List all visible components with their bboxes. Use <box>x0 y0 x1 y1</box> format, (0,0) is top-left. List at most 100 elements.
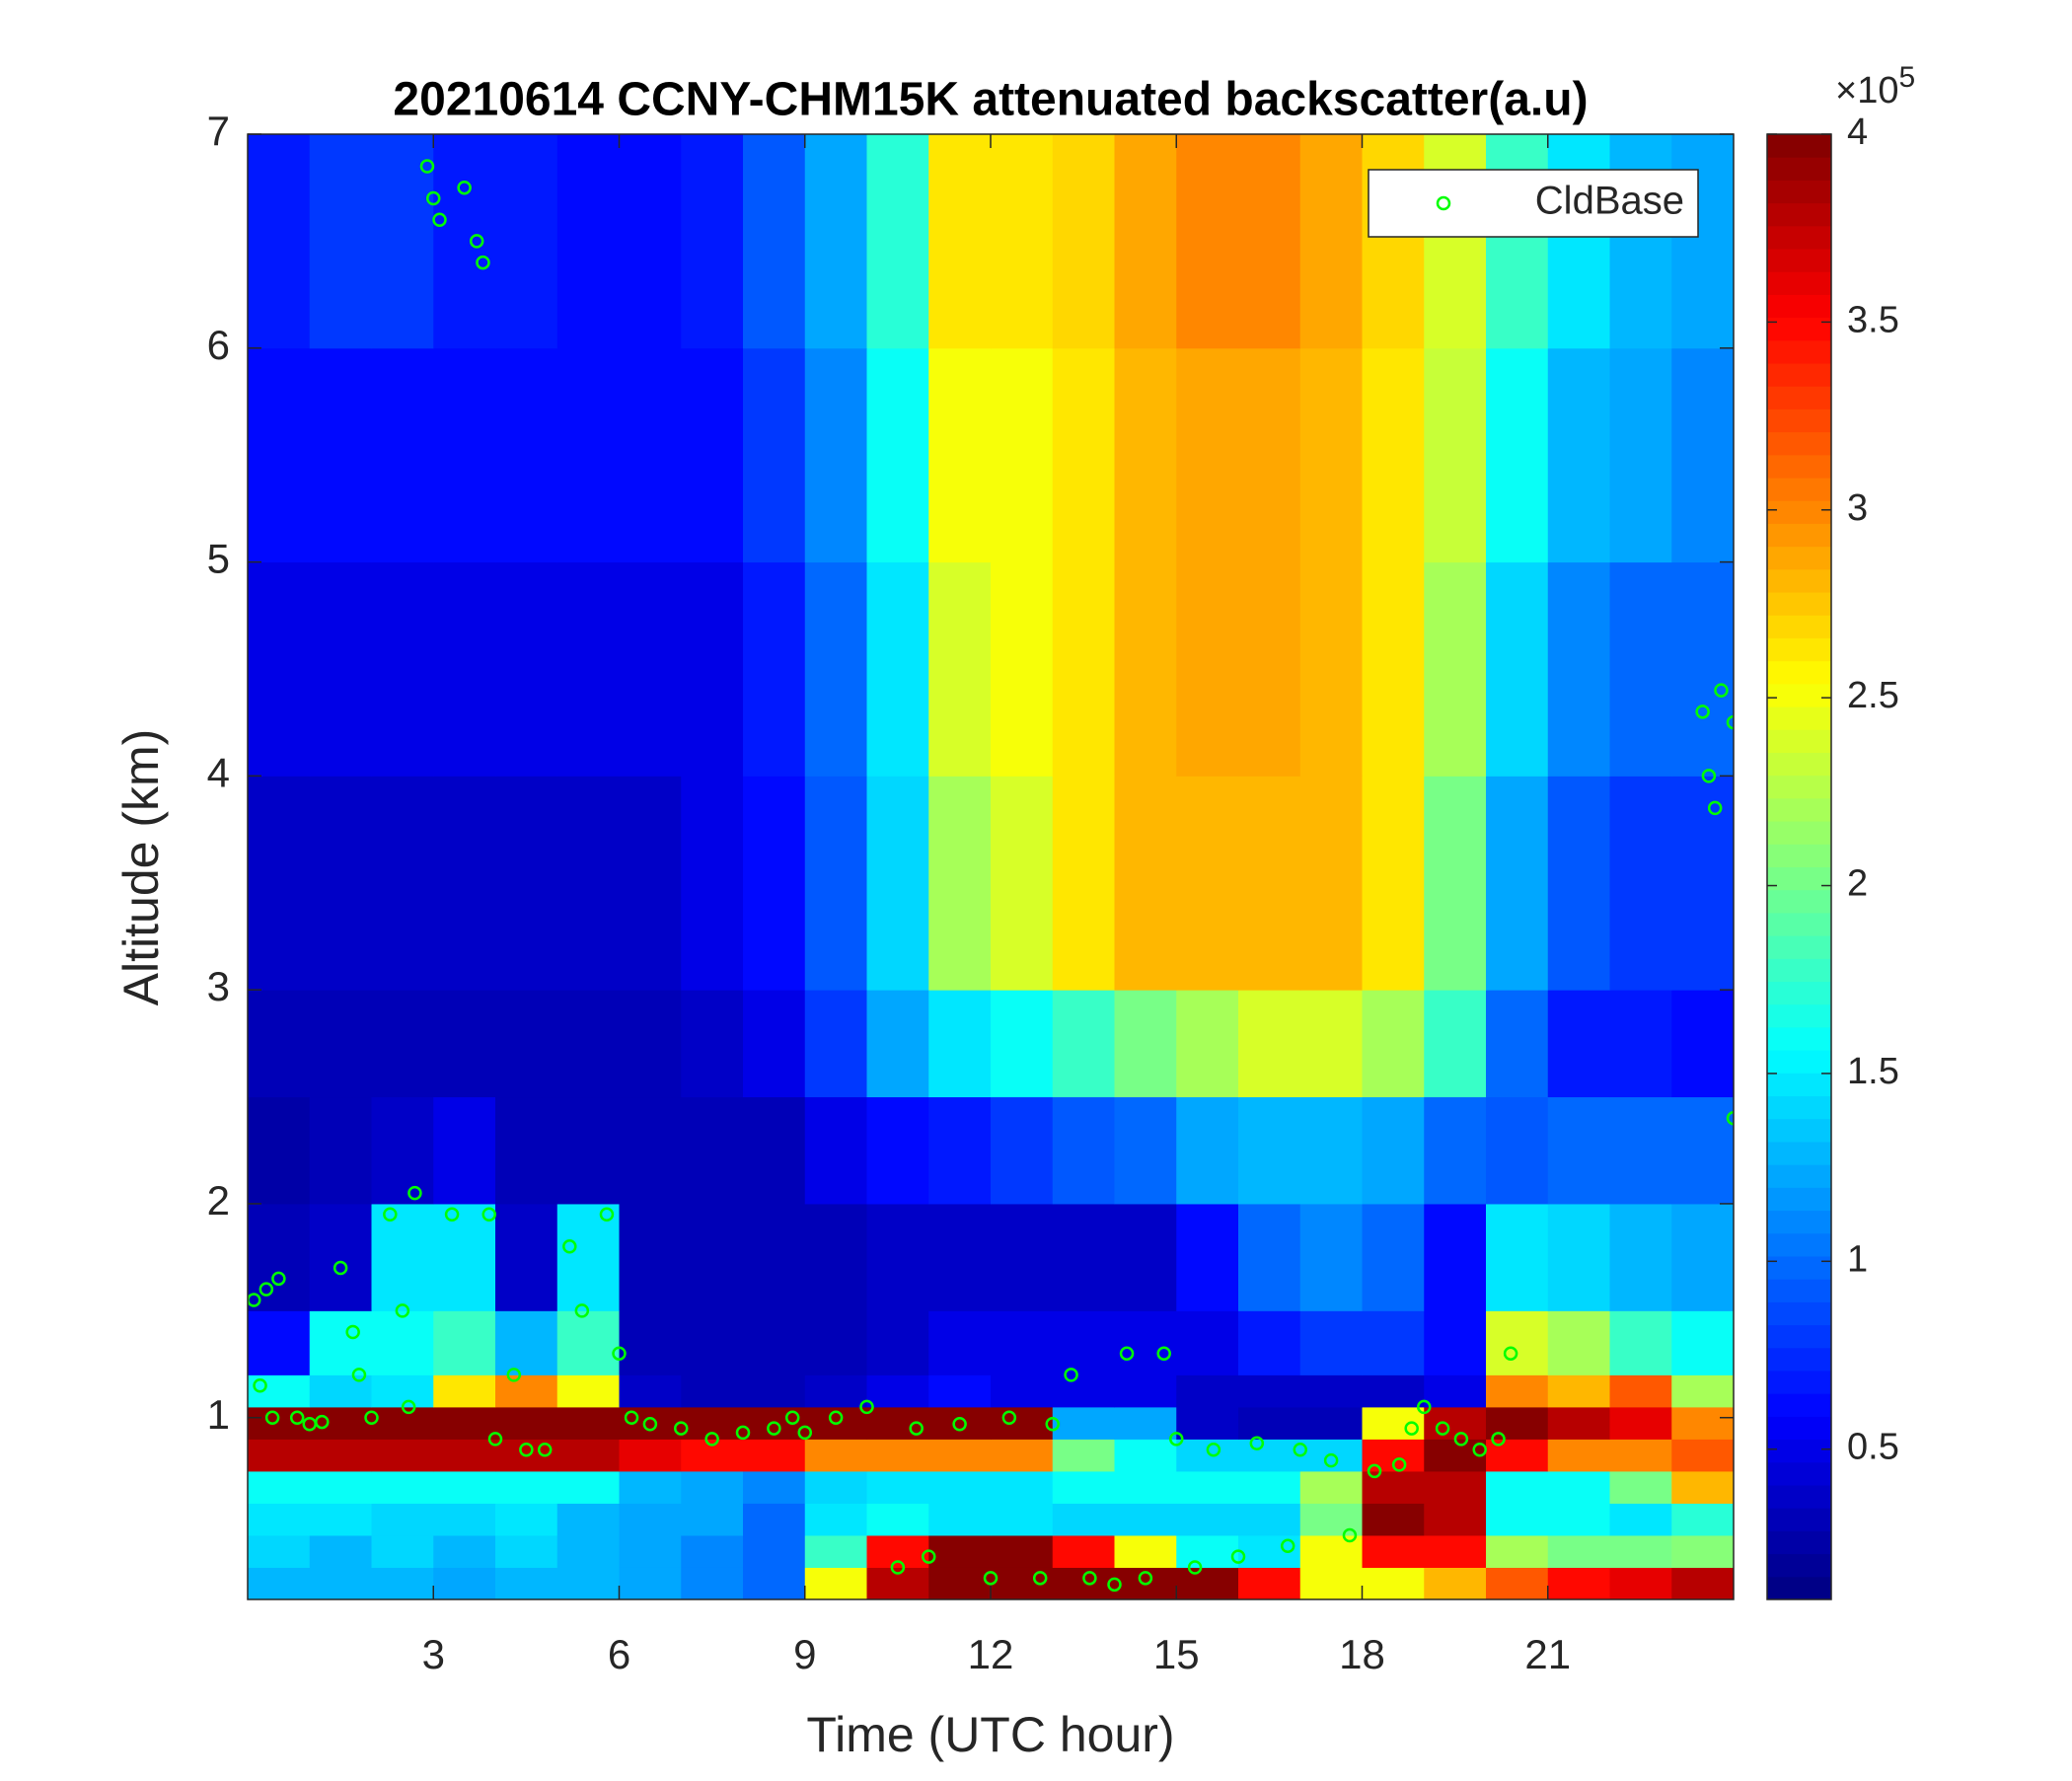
cloud-base-point <box>624 1410 639 1425</box>
heatmap-cell <box>743 1096 806 1205</box>
heatmap-cell <box>371 134 434 349</box>
heatmap-cell <box>1176 1534 1239 1568</box>
x-tick-label: 18 <box>1339 1631 1385 1677</box>
heatmap-cell <box>1486 134 1549 349</box>
heatmap-cell <box>1547 1374 1610 1408</box>
colorbar-segment <box>1767 1279 1831 1302</box>
colorbar-segment <box>1767 1141 1831 1165</box>
cloud-base-point <box>1119 1346 1135 1361</box>
heatmap-cell <box>619 347 682 563</box>
heatmap-cell <box>1238 1096 1301 1205</box>
heatmap-cell <box>248 1439 311 1472</box>
heatmap-cell <box>556 1310 620 1375</box>
heatmap-cell <box>371 1374 434 1408</box>
colorbar-segment <box>1767 1026 1831 1051</box>
heatmap-cell <box>1486 1310 1549 1375</box>
heatmap-cell <box>1299 776 1363 991</box>
heatmap-cell <box>866 1374 929 1408</box>
heatmap-cell <box>433 1374 496 1408</box>
heatmap-cell <box>1176 1203 1239 1311</box>
heatmap-cell <box>433 134 496 349</box>
heatmap-cell <box>433 1439 496 1472</box>
heatmap-cell <box>1114 134 1177 349</box>
heatmap-cell <box>1671 1406 1734 1440</box>
cloud-base-point <box>562 1239 577 1254</box>
heatmap-cell <box>991 561 1054 777</box>
heatmap-cell <box>928 1470 992 1504</box>
heatmap-cell <box>1052 990 1115 1098</box>
heatmap-cell <box>1114 1503 1177 1536</box>
heatmap-cell <box>1362 134 1425 349</box>
heatmap-cell <box>681 347 744 563</box>
cloud-base-point <box>432 212 447 227</box>
heatmap-cell <box>743 1310 806 1375</box>
heatmap-cell <box>1547 990 1610 1098</box>
x-tick-label: 15 <box>1153 1631 1200 1677</box>
x-axis-label: Time (UTC hour) <box>806 1707 1174 1762</box>
colorbar-segment <box>1767 1439 1831 1463</box>
colorbar-segment <box>1767 1416 1831 1441</box>
heatmap-cell <box>804 347 867 563</box>
colorbar-segment <box>1767 1393 1831 1417</box>
heatmap-cell <box>1547 1503 1610 1536</box>
heatmap-cell <box>681 1567 744 1599</box>
y-tick-label: 2 <box>207 1177 230 1224</box>
colorbar-segment <box>1767 821 1831 845</box>
cloud-base-point <box>1726 714 1734 730</box>
colorbar-segment <box>1767 157 1831 181</box>
heatmap-cell <box>1238 1203 1301 1311</box>
heatmap-cell <box>1609 1439 1672 1472</box>
heatmap-cell <box>371 1503 434 1536</box>
heatmap-cell <box>991 1470 1054 1504</box>
heatmap-cell <box>248 1567 311 1599</box>
cloud-base-point <box>642 1416 658 1432</box>
heatmap-cell <box>495 1374 558 1408</box>
colorbar-segment <box>1767 1347 1831 1372</box>
colorbar-segment <box>1767 1301 1831 1326</box>
heatmap-cell <box>619 1374 682 1408</box>
heatmap-cell <box>804 561 867 777</box>
heatmap-cell <box>1176 134 1239 349</box>
legend-label: CldBase <box>1535 180 1684 223</box>
colorbar-segment <box>1767 478 1831 501</box>
heatmap-cell <box>1424 1374 1487 1408</box>
y-tick-label: 1 <box>207 1391 230 1438</box>
heatmap-cell <box>1299 1096 1363 1205</box>
cloud-base-point <box>1138 1571 1153 1586</box>
heatmap-cell <box>1114 1406 1177 1440</box>
legend-marker <box>1436 195 1451 211</box>
cloud-base-point <box>333 1260 348 1276</box>
heatmap-cell <box>1362 561 1425 777</box>
colorbar-segment <box>1767 706 1831 730</box>
cloud-base-point <box>1453 1432 1469 1447</box>
colorbar-tick-label: 2.5 <box>1847 675 1899 716</box>
heatmap-cell <box>1671 347 1734 563</box>
heatmap-cell <box>1671 1567 1734 1599</box>
cloud-base-point <box>1367 1463 1382 1479</box>
heatmap-cell <box>309 1439 372 1472</box>
heatmap-cell <box>1114 1439 1177 1472</box>
heatmap-cell <box>1547 134 1610 349</box>
heatmap-cell <box>1609 1470 1672 1504</box>
heatmap-cell <box>1238 1503 1301 1536</box>
colorbar-segment <box>1767 1210 1831 1234</box>
heatmap-cell <box>928 1203 992 1311</box>
heatmap-cell <box>309 1534 372 1568</box>
heatmap-cell <box>1176 561 1239 777</box>
heatmap-cell <box>1547 1439 1610 1472</box>
cloud-base-point <box>383 1207 398 1223</box>
heatmap-cell <box>866 1534 929 1568</box>
heatmap-cell <box>1362 1534 1425 1568</box>
heatmap-cell <box>1362 776 1425 991</box>
colorbar-segment <box>1767 935 1831 959</box>
x-tick-label: 21 <box>1524 1631 1571 1677</box>
heatmap-cell <box>743 1534 806 1568</box>
colorbar-segment <box>1767 1073 1831 1097</box>
cloud-base-point <box>419 159 435 174</box>
heatmap-cell <box>681 1096 744 1205</box>
cloud-base-point <box>264 1410 280 1425</box>
heatmap-cell <box>1299 1374 1363 1408</box>
heatmap-cell <box>1238 134 1301 349</box>
colorbar-segment <box>1767 1095 1831 1120</box>
